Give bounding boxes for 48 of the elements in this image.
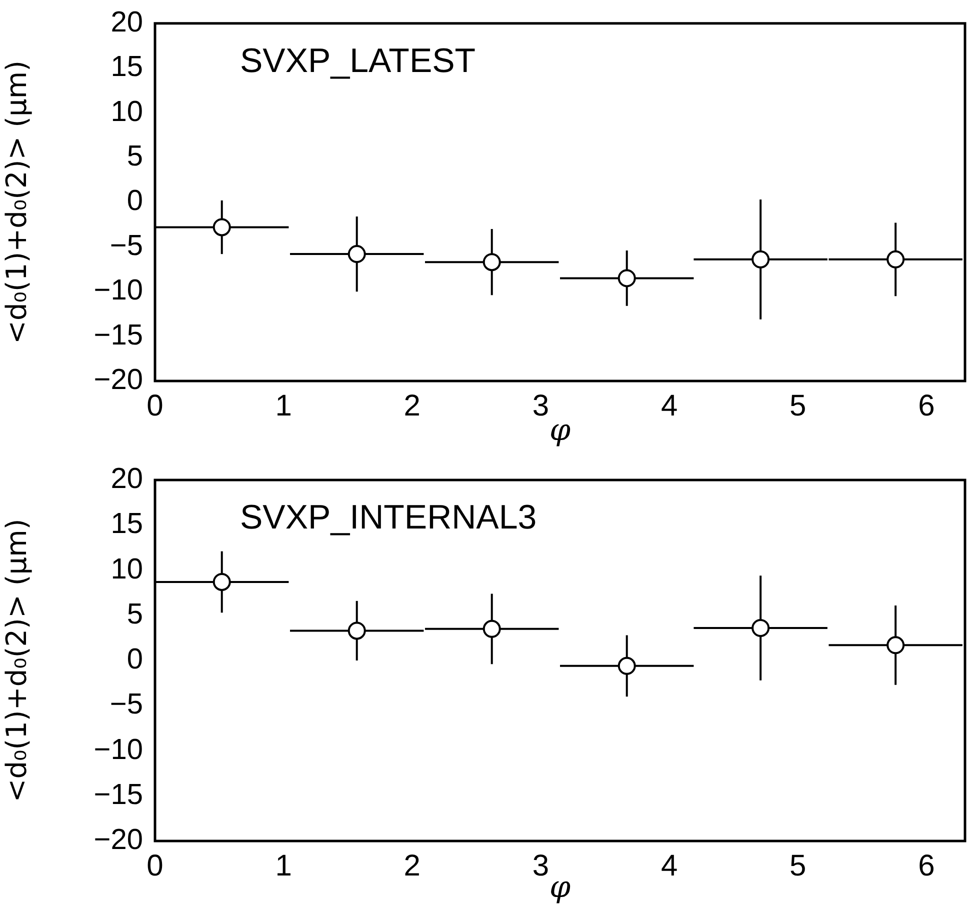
y-tick-label: −15 (94, 319, 143, 352)
y-tick-label: −15 (94, 778, 143, 811)
point (212, 572, 231, 591)
x-tick-label: 2 (404, 389, 420, 422)
point (482, 253, 501, 272)
x-tick-label: 2 (404, 849, 420, 882)
x-tick-label: 4 (660, 849, 678, 882)
y-tick-label: 0 (126, 644, 143, 676)
y-tick-label: 15 (110, 51, 143, 84)
point (886, 250, 905, 268)
x-tick-label: 1 (275, 849, 292, 882)
y-tick-label: −5 (110, 688, 143, 721)
x-tick-label: 5 (790, 389, 806, 422)
x-tick-label: 6 (918, 389, 935, 422)
y-tick-label: 5 (126, 598, 143, 630)
y-tick-label: 5 (126, 140, 143, 172)
y-tick-label: −10 (94, 274, 143, 307)
y-tick-label: 10 (110, 553, 143, 586)
y-tick-label: −20 (94, 364, 143, 396)
x-tick-label: 1 (275, 389, 292, 422)
point (618, 269, 636, 288)
annotation: SVXP_INTERNAL3 (240, 498, 537, 536)
point (482, 620, 501, 638)
x-tick-label: 5 (790, 849, 806, 882)
y-axis-title: <d₀(1)+d₀(2)> (μm) (0, 518, 34, 802)
point (348, 245, 366, 264)
x-tick-label: 3 (532, 849, 550, 882)
point (752, 619, 770, 638)
y-tick-label: 0 (126, 185, 143, 218)
x-axis-title: φ (549, 412, 571, 448)
y-tick-label: 20 (110, 463, 143, 495)
y-tick-label: −10 (94, 734, 143, 766)
annotation: SVXP_LATEST (240, 42, 476, 80)
y-tick-label: −5 (110, 230, 143, 262)
x-tick-label: 3 (532, 389, 550, 422)
point (348, 622, 366, 640)
x-axis-title: φ (549, 870, 571, 905)
point (618, 656, 636, 675)
point (752, 250, 770, 268)
x-tick-label: 6 (918, 849, 935, 882)
y-tick-label: 15 (110, 508, 143, 540)
y-tick-label: 20 (110, 6, 143, 38)
point (886, 636, 905, 654)
y-tick-label: 10 (110, 96, 143, 128)
point (212, 218, 231, 236)
y-tick-label: −20 (94, 824, 143, 856)
x-tick-label: 4 (660, 389, 678, 422)
y-axis-title: <d₀(1)+d₀(2)> (μm) (0, 60, 34, 344)
